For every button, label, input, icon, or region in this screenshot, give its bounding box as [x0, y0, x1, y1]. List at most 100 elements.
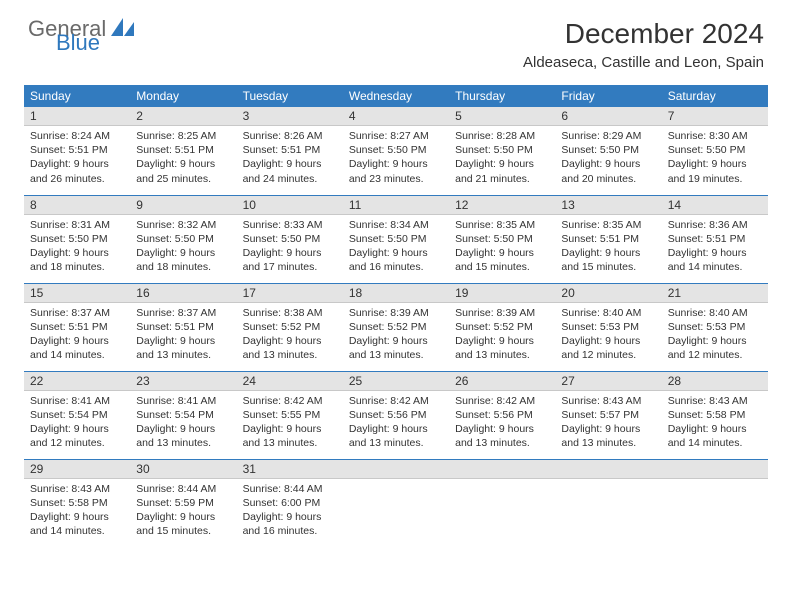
day-number: 24 [237, 372, 343, 391]
day-detail-line: Sunrise: 8:43 AM [561, 394, 655, 408]
day-detail-line: and 26 minutes. [30, 172, 124, 186]
day-details: Sunrise: 8:44 AMSunset: 5:59 PMDaylight:… [130, 479, 236, 543]
day-detail-line: Sunset: 5:54 PM [30, 408, 124, 422]
day-details: Sunrise: 8:41 AMSunset: 5:54 PMDaylight:… [130, 391, 236, 455]
calendar-day-cell: 26Sunrise: 8:42 AMSunset: 5:56 PMDayligh… [449, 371, 555, 459]
day-details: Sunrise: 8:24 AMSunset: 5:51 PMDaylight:… [24, 126, 130, 190]
day-number: 17 [237, 284, 343, 303]
day-detail-line: Sunrise: 8:25 AM [136, 129, 230, 143]
day-detail-line: Sunrise: 8:41 AM [30, 394, 124, 408]
day-detail-line: Daylight: 9 hours [30, 510, 124, 524]
day-detail-line: Sunset: 5:56 PM [455, 408, 549, 422]
day-details [449, 479, 555, 486]
day-detail-line: Sunrise: 8:35 AM [455, 218, 549, 232]
day-detail-line: Sunrise: 8:32 AM [136, 218, 230, 232]
logo-text-blue: Blue [56, 33, 135, 53]
day-details: Sunrise: 8:41 AMSunset: 5:54 PMDaylight:… [24, 391, 130, 455]
day-details: Sunrise: 8:30 AMSunset: 5:50 PMDaylight:… [662, 126, 768, 190]
calendar-day-cell: 24Sunrise: 8:42 AMSunset: 5:55 PMDayligh… [237, 371, 343, 459]
day-detail-line: Sunset: 5:54 PM [136, 408, 230, 422]
day-detail-line: Sunset: 5:51 PM [30, 320, 124, 334]
day-detail-line: and 16 minutes. [243, 524, 337, 538]
day-detail-line: Daylight: 9 hours [136, 422, 230, 436]
day-detail-line: Sunset: 5:57 PM [561, 408, 655, 422]
day-detail-line: Daylight: 9 hours [668, 157, 762, 171]
day-detail-line: Daylight: 9 hours [455, 246, 549, 260]
calendar-day-cell: 1Sunrise: 8:24 AMSunset: 5:51 PMDaylight… [24, 107, 130, 195]
day-detail-line: and 14 minutes. [30, 524, 124, 538]
day-details: Sunrise: 8:42 AMSunset: 5:55 PMDaylight:… [237, 391, 343, 455]
day-detail-line: Daylight: 9 hours [30, 422, 124, 436]
day-detail-line: and 19 minutes. [668, 172, 762, 186]
weekday-header: Sunday [24, 85, 130, 107]
day-detail-line: Sunset: 5:51 PM [136, 143, 230, 157]
title-block: December 2024 Aldeaseca, Castille and Le… [523, 18, 764, 71]
day-detail-line: Daylight: 9 hours [561, 157, 655, 171]
day-detail-line: Daylight: 9 hours [136, 510, 230, 524]
day-number: 19 [449, 284, 555, 303]
day-detail-line: Sunset: 5:50 PM [349, 232, 443, 246]
day-detail-line: Sunset: 5:59 PM [136, 496, 230, 510]
day-number [449, 460, 555, 479]
day-detail-line: and 18 minutes. [30, 260, 124, 274]
day-detail-line: Sunset: 5:50 PM [30, 232, 124, 246]
day-detail-line: and 13 minutes. [455, 436, 549, 450]
calendar-day-cell: 22Sunrise: 8:41 AMSunset: 5:54 PMDayligh… [24, 371, 130, 459]
day-number: 11 [343, 196, 449, 215]
day-detail-line: Daylight: 9 hours [243, 334, 337, 348]
day-details: Sunrise: 8:26 AMSunset: 5:51 PMDaylight:… [237, 126, 343, 190]
calendar-day-cell [449, 459, 555, 547]
day-number: 21 [662, 284, 768, 303]
day-number: 30 [130, 460, 236, 479]
day-detail-line: Sunset: 5:58 PM [30, 496, 124, 510]
day-details: Sunrise: 8:28 AMSunset: 5:50 PMDaylight:… [449, 126, 555, 190]
day-detail-line: and 13 minutes. [136, 348, 230, 362]
calendar-day-cell: 13Sunrise: 8:35 AMSunset: 5:51 PMDayligh… [555, 195, 661, 283]
day-details: Sunrise: 8:29 AMSunset: 5:50 PMDaylight:… [555, 126, 661, 190]
day-detail-line: Sunset: 5:52 PM [349, 320, 443, 334]
day-detail-line: Sunrise: 8:28 AM [455, 129, 549, 143]
day-number: 6 [555, 107, 661, 126]
day-detail-line: Daylight: 9 hours [349, 334, 443, 348]
calendar-day-cell: 10Sunrise: 8:33 AMSunset: 5:50 PMDayligh… [237, 195, 343, 283]
day-detail-line: and 18 minutes. [136, 260, 230, 274]
day-detail-line: Daylight: 9 hours [455, 422, 549, 436]
calendar-day-cell: 12Sunrise: 8:35 AMSunset: 5:50 PMDayligh… [449, 195, 555, 283]
logo: General Blue [28, 18, 135, 53]
calendar-week-row: 1Sunrise: 8:24 AMSunset: 5:51 PMDaylight… [24, 107, 768, 195]
day-detail-line: Daylight: 9 hours [136, 246, 230, 260]
day-number: 8 [24, 196, 130, 215]
day-detail-line: Sunset: 5:58 PM [668, 408, 762, 422]
calendar-day-cell: 28Sunrise: 8:43 AMSunset: 5:58 PMDayligh… [662, 371, 768, 459]
day-detail-line: and 20 minutes. [561, 172, 655, 186]
day-details: Sunrise: 8:42 AMSunset: 5:56 PMDaylight:… [449, 391, 555, 455]
calendar-day-cell: 19Sunrise: 8:39 AMSunset: 5:52 PMDayligh… [449, 283, 555, 371]
location: Aldeaseca, Castille and Leon, Spain [523, 54, 764, 71]
day-detail-line: and 12 minutes. [30, 436, 124, 450]
day-detail-line: Sunset: 5:51 PM [30, 143, 124, 157]
calendar-day-cell [662, 459, 768, 547]
day-detail-line: and 16 minutes. [349, 260, 443, 274]
day-detail-line: Sunset: 5:51 PM [243, 143, 337, 157]
day-details: Sunrise: 8:38 AMSunset: 5:52 PMDaylight:… [237, 303, 343, 367]
day-detail-line: Sunset: 5:52 PM [455, 320, 549, 334]
day-detail-line: Sunrise: 8:37 AM [30, 306, 124, 320]
calendar-day-cell: 23Sunrise: 8:41 AMSunset: 5:54 PMDayligh… [130, 371, 236, 459]
calendar-day-cell: 21Sunrise: 8:40 AMSunset: 5:53 PMDayligh… [662, 283, 768, 371]
day-detail-line: Daylight: 9 hours [455, 334, 549, 348]
day-detail-line: Sunset: 5:50 PM [243, 232, 337, 246]
calendar-day-cell: 15Sunrise: 8:37 AMSunset: 5:51 PMDayligh… [24, 283, 130, 371]
day-detail-line: and 23 minutes. [349, 172, 443, 186]
calendar-day-cell: 29Sunrise: 8:43 AMSunset: 5:58 PMDayligh… [24, 459, 130, 547]
day-detail-line: Sunrise: 8:33 AM [243, 218, 337, 232]
calendar-day-cell: 14Sunrise: 8:36 AMSunset: 5:51 PMDayligh… [662, 195, 768, 283]
day-detail-line: Sunrise: 8:44 AM [243, 482, 337, 496]
day-detail-line: and 15 minutes. [561, 260, 655, 274]
day-details: Sunrise: 8:34 AMSunset: 5:50 PMDaylight:… [343, 215, 449, 279]
calendar-day-cell: 7Sunrise: 8:30 AMSunset: 5:50 PMDaylight… [662, 107, 768, 195]
calendar-week-row: 22Sunrise: 8:41 AMSunset: 5:54 PMDayligh… [24, 371, 768, 459]
calendar-day-cell: 8Sunrise: 8:31 AMSunset: 5:50 PMDaylight… [24, 195, 130, 283]
day-details: Sunrise: 8:32 AMSunset: 5:50 PMDaylight:… [130, 215, 236, 279]
day-detail-line: Sunset: 5:50 PM [668, 143, 762, 157]
day-detail-line: and 13 minutes. [243, 436, 337, 450]
